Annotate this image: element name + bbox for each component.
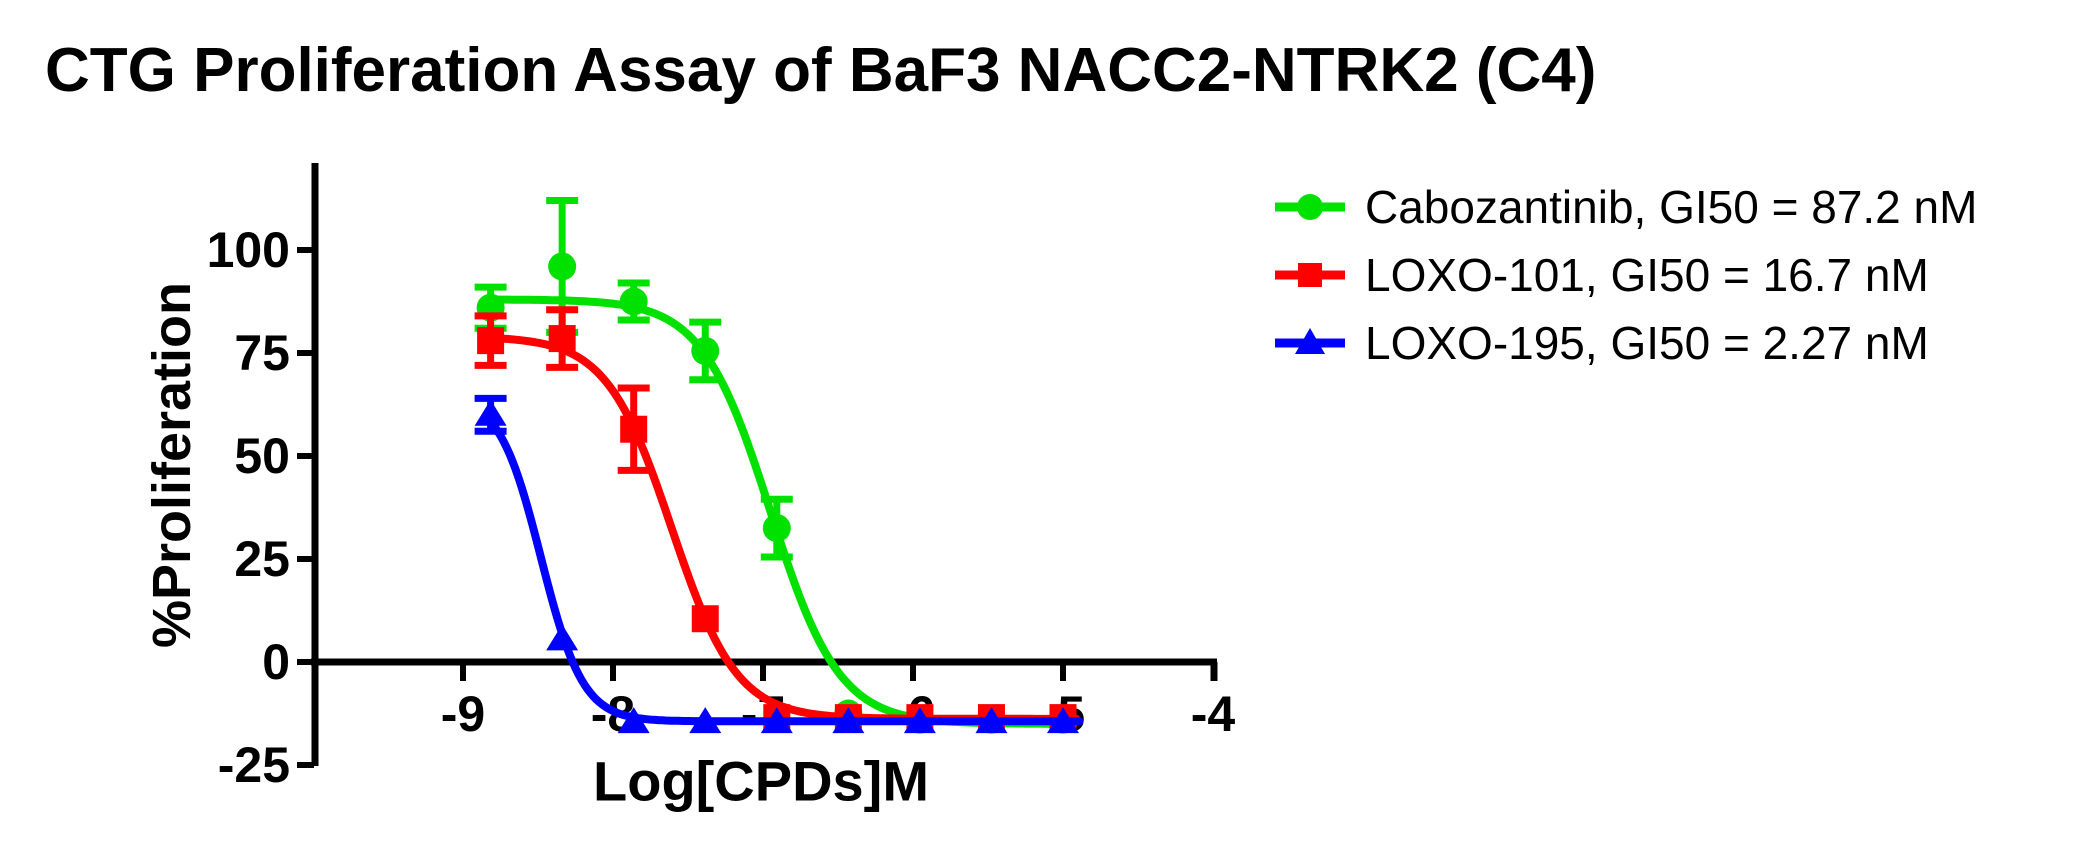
legend-label-cabozantinib: Cabozantinib, GI50 = 87.2 nM: [1365, 181, 1978, 233]
y-tick-label: 0: [262, 634, 290, 690]
data-point-cabozantinib: [619, 287, 648, 316]
x-tick-label: -4: [1191, 686, 1236, 742]
legend-square: [1298, 263, 1322, 287]
data-point-loxo-195: [689, 707, 722, 734]
data-point-loxo-101: [477, 327, 505, 355]
legend: Cabozantinib, GI50 = 87.2 nM LOXO-101, G…: [1271, 173, 1977, 377]
data-point-loxo-195: [760, 707, 793, 734]
y-tick-label: 100: [207, 222, 290, 278]
legend-item-cabozantinib: Cabozantinib, GI50 = 87.2 nM: [1271, 173, 1977, 241]
y-tick-label: 25: [234, 531, 290, 587]
legend-triangle-marker-icon: [1275, 328, 1345, 354]
legend-label-loxo-195: LOXO-195, GI50 = 2.27 nM: [1365, 317, 1929, 369]
data-point-loxo-195: [903, 707, 936, 734]
legend-square-marker-icon: [1275, 263, 1345, 287]
legend-item-loxo-101: LOXO-101, GI50 = 16.7 nM: [1271, 241, 1977, 309]
fit-curve-loxo-195: [484, 415, 1084, 726]
legend-label-loxo-101: LOXO-101, GI50 = 16.7 nM: [1365, 249, 1929, 301]
chart-title: CTG Proliferation Assay of BaF3 NACC2-NT…: [45, 36, 1597, 105]
data-point-loxo-195: [1047, 707, 1079, 734]
legend-item-loxo-195: LOXO-195, GI50 = 2.27 nM: [1271, 309, 1977, 377]
data-point-loxo-195: [474, 399, 507, 426]
data-point-cabozantinib: [691, 336, 720, 365]
x-axis-title: Log[CPDs]M: [593, 749, 929, 813]
data-point-loxo-195: [617, 707, 650, 734]
data-point-loxo-101: [548, 325, 576, 353]
x-tick-label: -9: [441, 686, 485, 742]
data-point-loxo-195: [832, 707, 865, 734]
y-tick-label: -25: [218, 737, 290, 793]
y-tick-label: 75: [234, 325, 290, 381]
legend-triangle: [1295, 328, 1325, 354]
data-point-loxo-195: [975, 707, 1008, 734]
data-point-cabozantinib: [548, 252, 577, 281]
legend-circle: [1297, 194, 1323, 220]
y-tick-label: 50: [234, 428, 290, 484]
data-point-loxo-101: [620, 415, 648, 443]
legend-circle-marker-icon: [1275, 194, 1345, 220]
data-point-loxo-195: [546, 624, 579, 651]
data-point-loxo-101: [691, 605, 719, 633]
data-point-cabozantinib: [762, 514, 791, 543]
